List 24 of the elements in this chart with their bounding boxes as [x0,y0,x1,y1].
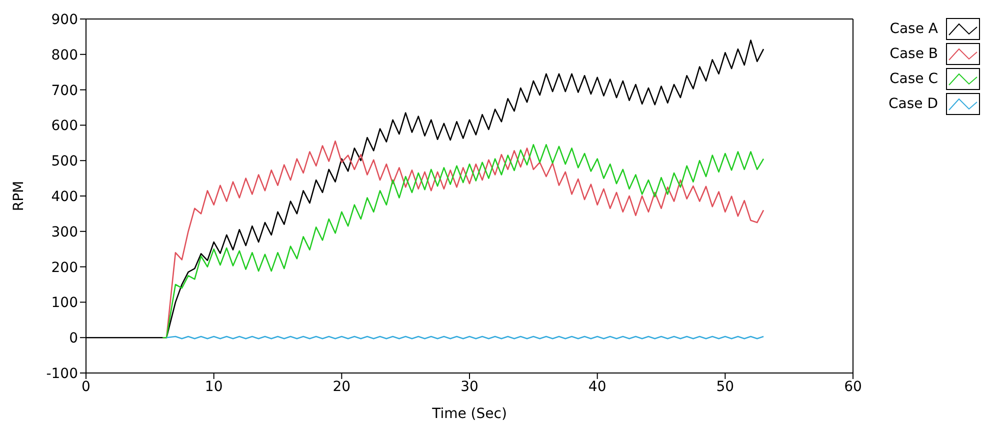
y-tick-label: 100 [51,295,78,312]
x-tick-label: 30 [460,378,478,395]
legend-label: Case A [888,20,938,36]
y-tick-label: 200 [51,260,78,276]
y-tick-label: 500 [51,154,78,170]
x-tick-label: 60 [844,378,862,395]
y-axis-title: RPM [10,180,27,212]
legend-label: Case D [888,96,938,112]
legend-label: Case C [888,70,938,86]
x-axis-title: Time (Sec) [431,406,507,422]
x-tick-label: 40 [588,378,606,395]
x-tick-label: 50 [716,378,734,395]
y-tick-label: 400 [51,188,78,205]
x-tick-label: 0 [82,378,90,395]
y-tick-label: 0 [69,330,78,347]
x-tick-label: 20 [332,378,351,395]
y-tick-label: 800 [51,47,78,64]
y-tick-label: 900 [51,12,78,28]
y-tick-label: 600 [51,118,78,134]
y-tick-label: 700 [51,82,78,99]
legend-label: Case B [888,46,938,62]
y-tick-label: -100 [46,366,78,382]
y-tick-label: 300 [51,224,78,240]
x-tick-label: 10 [204,378,223,395]
